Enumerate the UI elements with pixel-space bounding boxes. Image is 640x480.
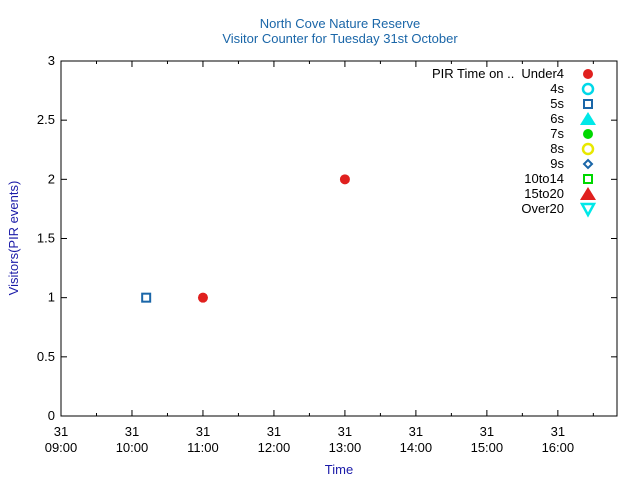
y-tick-label: 0 [48, 408, 55, 423]
x-tick-day-label: 31 [409, 424, 423, 439]
legend-marker [581, 142, 595, 156]
y-tick-label: 0.5 [37, 349, 55, 364]
y-axis: 0 0.5 1 1.5 2 2.5 3 [37, 53, 617, 423]
legend-label: 15to20 [524, 186, 564, 201]
x-tick-time-label: 15:00 [471, 440, 504, 455]
legend-marker [579, 202, 597, 218]
y-tick-label: 3 [48, 53, 55, 68]
y-tick-label: 2 [48, 171, 55, 186]
legend: PIR Time on .. Under44s5s6s7s8s9s10to141… [432, 66, 597, 218]
legend-title: PIR Time on .. [432, 66, 514, 81]
legend-marker [580, 112, 596, 125]
x-tick-time-label: 13:00 [329, 440, 362, 455]
x-tick-day-label: 31 [551, 424, 565, 439]
legend-marker [583, 69, 593, 79]
x-tick-day-label: 31 [338, 424, 352, 439]
chart-title: North Cove Nature Reserve [260, 16, 420, 31]
x-tick-day-label: 31 [196, 424, 210, 439]
y-tick-label: 1.5 [37, 231, 55, 246]
x-tick-time-label: 11:00 [187, 440, 219, 455]
plot-frame [60, 60, 618, 417]
x-tick-time-label: 14:00 [400, 440, 433, 455]
legend-marker [581, 82, 595, 96]
y-axis-label: Visitors(PIR events) [6, 181, 21, 296]
data-point-under4 [197, 292, 208, 303]
legend-label: 6s [550, 111, 564, 126]
legend-label: 7s [550, 126, 564, 141]
x-axis: 3109:003110:003111:003112:003113:003114:… [45, 61, 594, 455]
legend-label: Under4 [521, 66, 564, 81]
legend-marker [582, 158, 594, 170]
legend-label: 10to14 [524, 171, 564, 186]
x-tick-time-label: 12:00 [258, 440, 291, 455]
data-points [141, 174, 350, 303]
y-tick-label: 2.5 [37, 112, 55, 127]
legend-label: 5s [550, 96, 564, 111]
x-tick-time-label: 16:00 [542, 440, 575, 455]
legend-label: 9s [550, 156, 564, 171]
legend-label: Over20 [521, 201, 564, 216]
legend-marker [583, 129, 593, 139]
x-tick-time-label: 10:00 [116, 440, 149, 455]
x-tick-day-label: 31 [54, 424, 68, 439]
x-tick-day-label: 31 [480, 424, 494, 439]
x-tick-day-label: 31 [267, 424, 281, 439]
legend-marker [583, 99, 593, 109]
data-point-under4 [339, 174, 350, 185]
x-tick-time-label: 09:00 [45, 440, 78, 455]
legend-label: 8s [550, 141, 564, 156]
chart-subtitle: Visitor Counter for Tuesday 31st October [222, 31, 458, 46]
x-tick-day-label: 31 [125, 424, 139, 439]
legend-marker [583, 174, 593, 184]
data-point-5s [141, 292, 152, 303]
legend-marker [580, 187, 596, 200]
x-axis-label: Time [325, 462, 353, 477]
legend-label: 4s [550, 81, 564, 96]
y-tick-label: 1 [48, 290, 55, 305]
